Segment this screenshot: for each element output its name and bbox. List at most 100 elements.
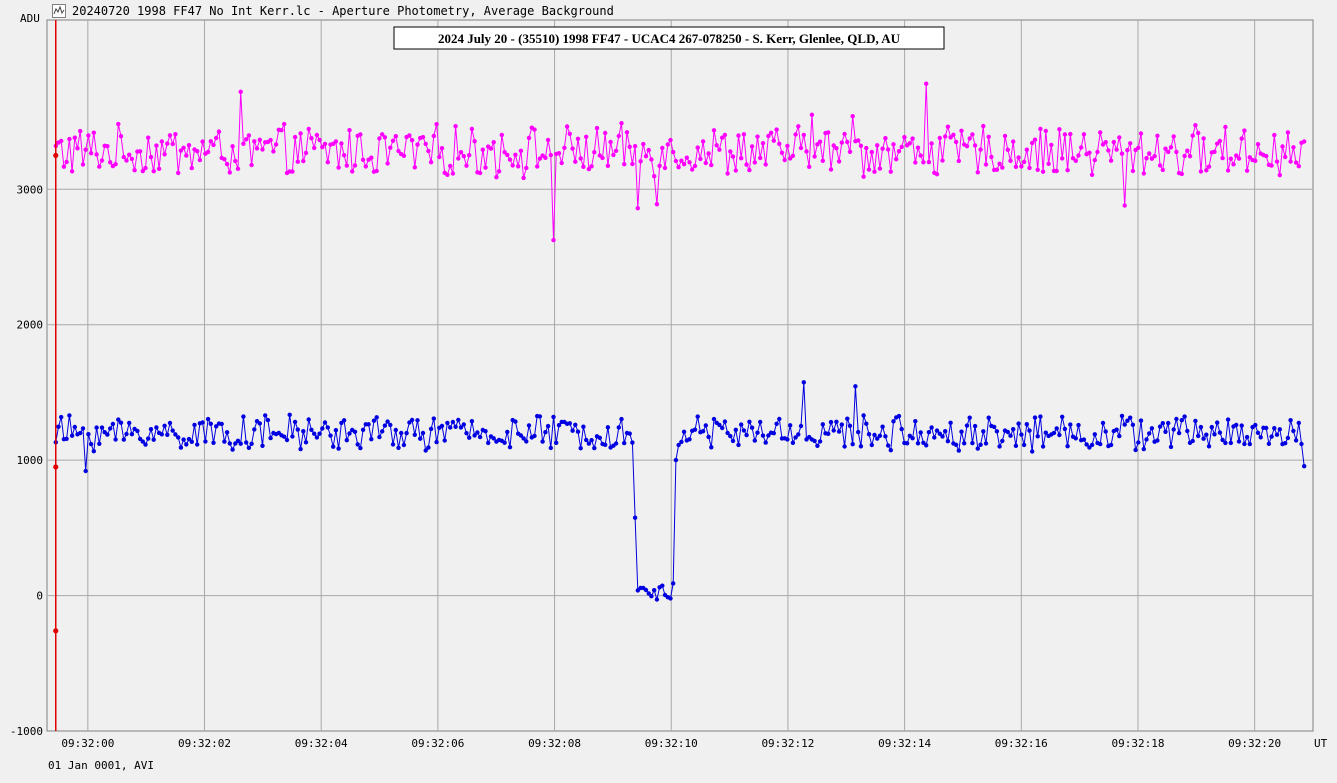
data-point <box>287 412 292 417</box>
data-point <box>891 142 896 147</box>
time-cursor[interactable] <box>53 20 59 731</box>
data-point <box>192 422 197 428</box>
data-point <box>896 149 902 154</box>
data-point <box>195 442 200 447</box>
data-point <box>1024 422 1030 427</box>
data-point <box>1285 130 1291 135</box>
data-point <box>1277 172 1283 178</box>
data-point <box>945 124 951 129</box>
data-point <box>510 163 515 168</box>
data-point <box>341 418 347 423</box>
data-point <box>295 427 300 432</box>
data-point <box>730 438 736 444</box>
data-point <box>110 421 116 427</box>
data-point <box>1144 156 1149 161</box>
data-point <box>513 152 518 157</box>
data-point <box>575 429 581 434</box>
data-point <box>420 134 426 140</box>
data-point <box>1136 145 1141 150</box>
data-point <box>132 168 137 173</box>
data-point <box>937 135 942 141</box>
data-point <box>380 429 385 434</box>
data-point <box>1051 430 1057 436</box>
data-point <box>88 441 94 447</box>
data-point <box>831 143 836 148</box>
data-point <box>59 138 64 144</box>
data-point <box>741 428 747 433</box>
data-point <box>453 124 458 129</box>
x-tick-label: 09:32:16 <box>995 737 1048 750</box>
data-point <box>148 154 154 160</box>
data-point <box>654 202 660 207</box>
data-point <box>233 158 238 164</box>
data-point <box>129 432 135 437</box>
data-point <box>581 424 586 429</box>
data-point <box>1182 153 1187 159</box>
data-point <box>442 438 447 443</box>
data-point <box>1266 441 1272 446</box>
data-point <box>1021 442 1027 448</box>
data-point <box>589 164 594 169</box>
data-point <box>268 137 273 143</box>
data-point <box>1242 441 1247 447</box>
y-axis-ticks: -1000 0 1000 2000 3000 <box>10 183 43 738</box>
data-point <box>265 417 271 423</box>
data-point <box>578 156 583 161</box>
data-point <box>181 437 186 442</box>
data-point <box>766 433 771 438</box>
data-point <box>1065 168 1070 173</box>
data-point <box>796 124 801 129</box>
data-point <box>1084 442 1089 447</box>
data-point <box>317 431 322 436</box>
data-point <box>1302 464 1307 469</box>
data-point <box>864 421 869 426</box>
data-point <box>222 439 227 444</box>
data-point <box>910 436 915 441</box>
data-point <box>1062 426 1068 432</box>
data-point <box>1174 416 1179 422</box>
data-point <box>1283 441 1288 446</box>
data-point <box>567 131 572 136</box>
data-point <box>86 133 91 138</box>
data-point <box>80 426 86 431</box>
data-point <box>108 160 113 165</box>
data-point <box>548 152 553 158</box>
data-point <box>902 135 907 140</box>
data-point <box>605 425 611 430</box>
data-point <box>831 428 836 433</box>
chart-title: 2024 July 20 - (35510) 1998 FF47 - UCAC4… <box>438 31 901 46</box>
data-point <box>1073 158 1079 163</box>
data-point <box>690 167 695 172</box>
data-point <box>181 145 186 150</box>
data-point <box>1114 147 1119 152</box>
data-point <box>167 420 173 426</box>
data-point <box>545 423 551 429</box>
data-point <box>660 583 665 588</box>
data-point <box>1076 153 1081 158</box>
data-point <box>1288 159 1293 164</box>
data-point <box>1269 434 1274 439</box>
data-point <box>760 141 766 146</box>
data-point <box>401 153 407 158</box>
data-point <box>127 152 132 157</box>
data-point <box>1103 140 1108 145</box>
data-point <box>331 444 336 449</box>
data-point <box>948 135 953 140</box>
data-point <box>99 425 105 430</box>
data-point <box>779 150 785 155</box>
data-point <box>325 160 330 165</box>
data-point <box>992 424 997 430</box>
series-line <box>55 83 1305 241</box>
data-point <box>165 432 170 437</box>
data-point <box>314 132 320 138</box>
data-point <box>1155 438 1160 443</box>
data-point <box>994 167 1000 172</box>
data-point <box>404 430 409 436</box>
data-point <box>486 440 491 446</box>
data-point <box>1157 424 1163 429</box>
data-point <box>760 433 766 438</box>
data-point <box>856 429 861 435</box>
data-point <box>1152 154 1157 159</box>
data-point <box>1035 434 1040 439</box>
